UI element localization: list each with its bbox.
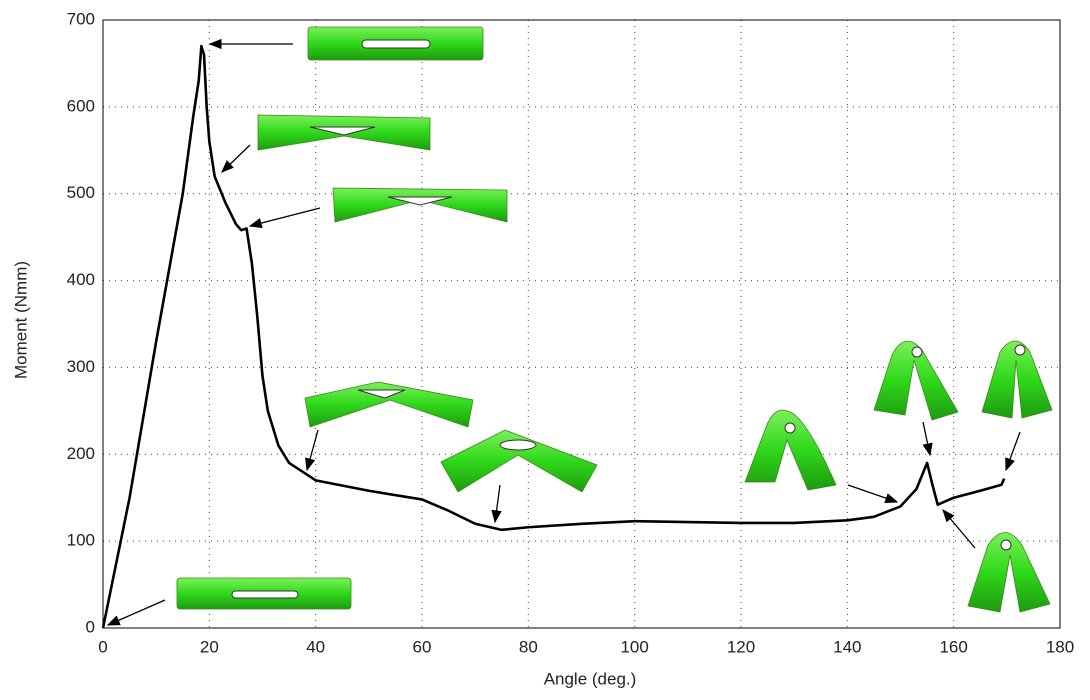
- arrow: [942, 509, 976, 549]
- folded-icon: [744, 409, 837, 491]
- tube-icon: [440, 429, 598, 493]
- x-tick-label: 40: [306, 637, 325, 656]
- folded-icon: [981, 340, 1053, 419]
- arrow: [248, 207, 321, 229]
- folded-icon: [873, 340, 959, 421]
- arrow: [847, 484, 899, 504]
- y-tick-label: 700: [67, 9, 95, 28]
- x-tick-label: 0: [98, 637, 107, 656]
- tube-slot: [1000, 539, 1012, 551]
- plot-frame: [102, 19, 1061, 629]
- x-tick-label: 180: [1046, 637, 1074, 656]
- x-axis-label: Angle (deg.): [544, 669, 637, 688]
- y-tick-label: 500: [67, 183, 95, 202]
- x-tick-label: 80: [519, 637, 538, 656]
- x-tick-label: 140: [833, 637, 861, 656]
- arrow: [221, 144, 251, 173]
- tube-slot: [231, 590, 299, 599]
- arrow: [922, 421, 933, 457]
- y-tick-label: 600: [67, 96, 95, 115]
- x-tick-label: 120: [727, 637, 755, 656]
- y-tick-label: 0: [86, 617, 95, 636]
- arrow: [491, 484, 502, 524]
- tube-slot: [784, 422, 796, 434]
- y-tick-label: 300: [67, 357, 95, 376]
- tube-icon: [332, 187, 508, 223]
- tube-slot: [361, 39, 431, 49]
- arrow: [305, 429, 319, 472]
- x-tick-label: 60: [413, 637, 432, 656]
- tube-icon: [304, 381, 474, 428]
- y-axis-label: Moment (Nmm): [11, 261, 30, 379]
- tube-slot: [911, 346, 923, 358]
- y-tick-label: 400: [67, 270, 95, 289]
- tube-slot: [309, 126, 376, 136]
- arrow: [1005, 431, 1021, 472]
- data-line: [101, 44, 1006, 629]
- x-tick-label: 20: [200, 637, 219, 656]
- y-tick-label: 100: [67, 531, 95, 550]
- tube-slot: [1014, 344, 1026, 356]
- folded-icon: [967, 532, 1051, 613]
- y-tick-label: 200: [67, 444, 95, 463]
- x-tick-label: 160: [939, 637, 967, 656]
- tube-slot: [499, 439, 537, 451]
- tube-slot: [357, 389, 406, 399]
- tube-slot: [387, 196, 453, 206]
- x-tick-label: 100: [620, 637, 648, 656]
- arrow: [106, 599, 166, 626]
- illustrations: [106, 26, 1053, 626]
